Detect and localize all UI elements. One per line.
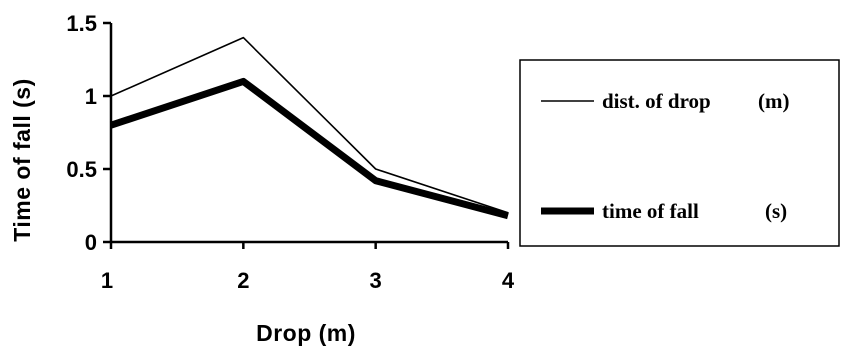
x-tick-label: 3: [370, 268, 382, 293]
legend-label-time-of-fall: time of fall: [602, 199, 699, 223]
series-lines: [109, 36, 509, 220]
y-tick-label: 0.5: [66, 157, 97, 182]
plot-area: 0 0.5 1 1.5 1 2 3 4: [66, 11, 514, 293]
x-tick-label: 4: [502, 268, 515, 293]
y-tick-label: 1.5: [66, 11, 97, 36]
legend: dist. of drop (m) time of fall (s): [519, 59, 840, 247]
x-axis-label: Drop (m): [256, 320, 356, 346]
x-tick-label: 1: [101, 268, 113, 293]
y-tick-label: 1: [85, 84, 97, 109]
legend-label-dist-of-drop: dist. of drop: [602, 89, 711, 113]
y-axis-label: Time of fall (s): [9, 78, 35, 242]
series-line-time-of-fall: [109, 77, 509, 220]
x-tick-label: 2: [237, 268, 249, 293]
legend-box: [519, 59, 840, 247]
y-tick-label: 0: [85, 230, 97, 255]
legend-unit-dist-of-drop: (m): [758, 89, 789, 113]
legend-unit-time-of-fall: (s): [765, 199, 787, 223]
series-line-dist-of-drop: [110, 36, 509, 214]
